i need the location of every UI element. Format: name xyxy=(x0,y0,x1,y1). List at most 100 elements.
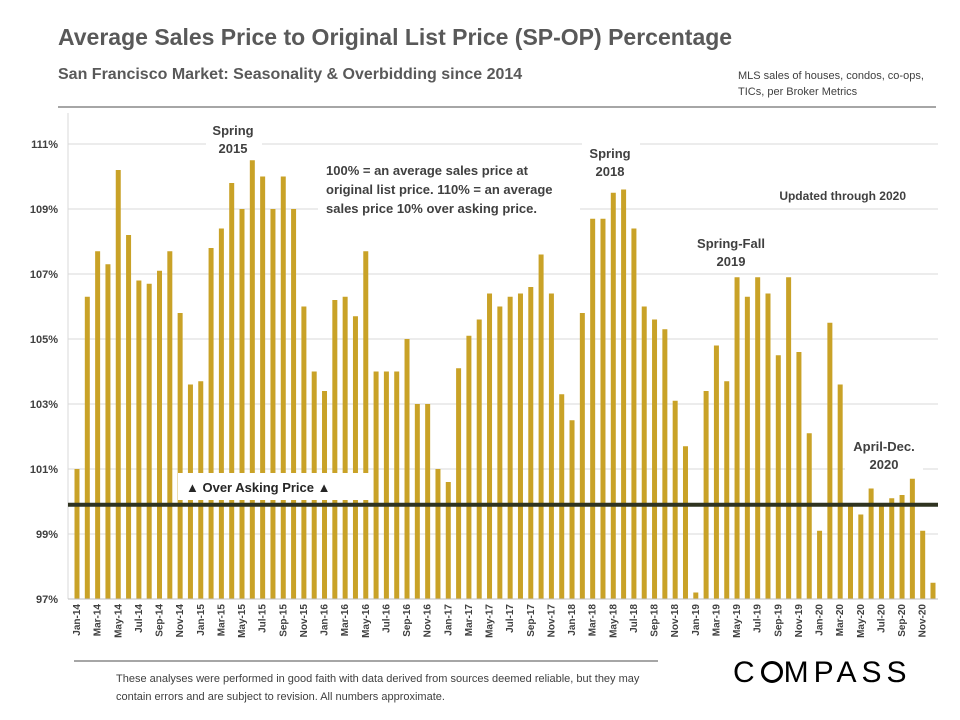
x-tick-label: May-20 xyxy=(856,604,867,638)
bar xyxy=(332,300,338,599)
bar xyxy=(476,319,482,599)
x-tick-label: Jan-20 xyxy=(815,604,826,636)
x-tick-label: Nov-18 xyxy=(670,604,681,638)
bar xyxy=(559,394,565,599)
x-tick-label: Jul-17 xyxy=(505,604,516,633)
bar xyxy=(280,176,286,599)
bar xyxy=(507,296,513,599)
bar xyxy=(621,189,627,599)
x-tick-label: Jan-18 xyxy=(567,604,578,636)
x-axis: Jan-14 Mar-14 May-14 Jul-14 Sep-14 Nov-14 Jan-… xyxy=(68,598,938,638)
bar xyxy=(920,530,926,599)
bar xyxy=(610,192,616,599)
x-tick-label: Jan-19 xyxy=(691,604,702,636)
bar xyxy=(631,228,637,599)
footer-divider xyxy=(74,660,658,662)
annotation-april-dec-2020: 2020 xyxy=(870,457,899,472)
bar xyxy=(517,293,523,599)
x-tick-label: Sep-18 xyxy=(650,604,661,637)
x-tick-label: May-16 xyxy=(361,604,372,638)
x-tick-label: May-19 xyxy=(732,604,743,638)
bar xyxy=(744,296,750,599)
bar xyxy=(208,248,214,599)
x-tick-label: May-18 xyxy=(608,604,619,638)
bar xyxy=(342,296,348,599)
x-tick-label: May-15 xyxy=(237,604,248,638)
x-tick-label: Sep-20 xyxy=(897,604,908,637)
x-tick-label: Nov-20 xyxy=(918,604,929,638)
annotation-spring-2015: 2015 xyxy=(219,141,248,156)
bar xyxy=(682,446,688,599)
y-axis: 97% 99% 101% 103% 105% 107% 109% 111% xyxy=(30,113,69,606)
reference-line: ▲ Over Asking Price ▲ xyxy=(68,473,938,507)
bar xyxy=(858,514,864,599)
bar xyxy=(74,469,80,599)
bar xyxy=(404,339,410,599)
x-tick-label: Nov-16 xyxy=(423,604,434,638)
bar xyxy=(84,296,90,599)
bar xyxy=(105,264,111,599)
bar xyxy=(157,270,163,599)
x-tick-label: Nov-17 xyxy=(546,604,557,638)
x-tick-label: Nov-19 xyxy=(794,604,805,638)
header-divider xyxy=(58,106,936,108)
bar xyxy=(126,235,132,599)
bar xyxy=(445,482,451,599)
x-tick-label: Sep-14 xyxy=(155,604,166,637)
bar xyxy=(930,582,936,599)
y-tick-label: 109% xyxy=(30,204,58,216)
x-tick-label: May-14 xyxy=(113,604,124,638)
annotation-explanation: sales price 10% over asking price. xyxy=(326,201,537,216)
annotation-spring-2018: 2018 xyxy=(596,164,625,179)
bar-series xyxy=(74,160,936,599)
reference-label-background xyxy=(178,473,373,500)
y-tick-label: 101% xyxy=(30,464,58,476)
chart-subtitle: San Francisco Market: Seasonality & Over… xyxy=(58,66,523,83)
bar xyxy=(713,345,719,599)
bar xyxy=(291,209,297,599)
x-tick-label: Jul-20 xyxy=(876,604,887,633)
chart-title: Average Sales Price to Original List Pri… xyxy=(58,24,733,50)
bar xyxy=(765,293,771,599)
bar xyxy=(693,592,699,599)
bar xyxy=(600,218,606,599)
x-tick-label: May-17 xyxy=(485,604,496,638)
x-tick-label: Jul-19 xyxy=(753,604,764,633)
annotation-april-dec-2020: April-Dec. xyxy=(853,439,914,454)
annotation-explanation: original list price. 110% = an average xyxy=(326,182,553,197)
x-tick-label: Jul-18 xyxy=(629,604,640,633)
bar xyxy=(827,322,833,599)
bar xyxy=(724,381,730,599)
bar xyxy=(878,504,884,599)
bar xyxy=(786,277,792,599)
bar xyxy=(487,293,493,599)
y-tick-label: 99% xyxy=(36,529,58,541)
bar xyxy=(177,313,183,599)
x-tick-label: Mar-15 xyxy=(216,604,227,637)
bar xyxy=(899,495,905,599)
bar xyxy=(229,183,235,599)
bar xyxy=(435,469,441,599)
x-tick-label: Sep-15 xyxy=(278,604,289,637)
bar xyxy=(548,293,554,599)
bar xyxy=(817,530,823,599)
bar xyxy=(394,371,400,599)
x-tick-label: Mar-19 xyxy=(711,604,722,637)
x-tick-label: Jan-15 xyxy=(196,604,207,636)
annotation-updated: Updated through 2020 xyxy=(779,189,906,203)
reference-line-label: ▲ Over Asking Price ▲ xyxy=(186,480,330,495)
bar xyxy=(775,355,781,599)
bar xyxy=(218,228,224,599)
bar xyxy=(414,404,420,599)
x-tick-label: Mar-14 xyxy=(93,604,104,637)
x-tick-label: Jul-15 xyxy=(258,604,269,633)
bar xyxy=(641,306,647,599)
bar xyxy=(146,283,152,599)
annotation-background xyxy=(690,232,774,272)
y-tick-label: 97% xyxy=(36,594,58,606)
x-tick-label: Sep-17 xyxy=(526,604,537,637)
annotation-background xyxy=(318,158,580,220)
bar xyxy=(249,160,255,599)
bar xyxy=(466,335,472,599)
y-tick-label: 111% xyxy=(31,139,58,151)
